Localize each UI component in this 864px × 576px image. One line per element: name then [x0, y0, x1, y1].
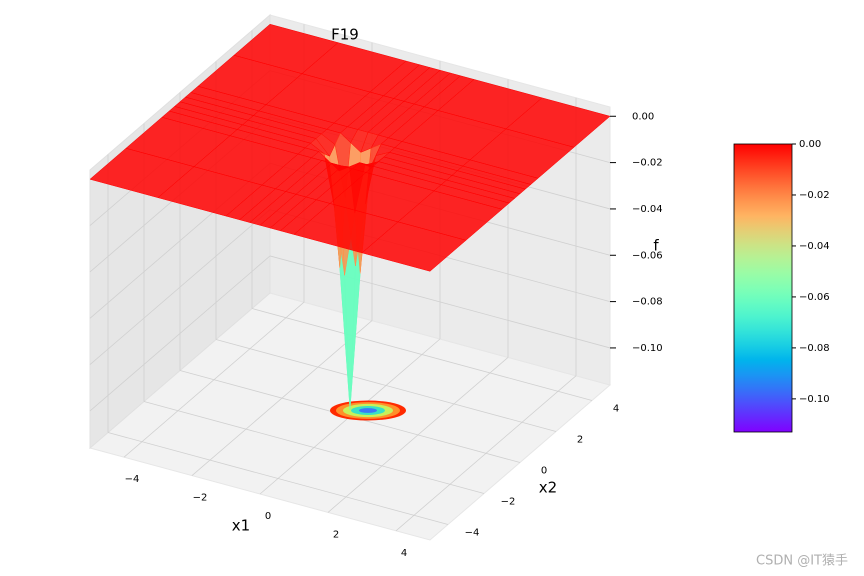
y-tick-label: −2	[501, 497, 516, 508]
x-tick-label: 2	[333, 529, 339, 540]
grid-line	[89, 255, 271, 412]
colorbar-tick-label: 0.00	[799, 139, 821, 150]
surface	[89, 23, 611, 410]
z-axis-label: f	[653, 237, 659, 255]
grid-line	[107, 432, 449, 525]
x-tick-label: 0	[265, 511, 271, 522]
x-tick-label: −2	[193, 493, 208, 504]
x-tick-label: −4	[125, 474, 140, 485]
watermark: CSDN @IT猿手	[756, 554, 848, 569]
colorbar-tick-label: −0.04	[799, 241, 830, 252]
z-tick-label: −0.06	[632, 250, 663, 261]
y-tick-label: −4	[465, 528, 480, 539]
z-tick-label: −0.08	[632, 297, 663, 308]
z-tick-label: −0.10	[632, 343, 663, 354]
x-tick-label: 4	[401, 548, 407, 559]
chart-title: F19	[331, 26, 359, 44]
z-tick-label: 0.00	[632, 111, 654, 122]
floor-contour	[359, 408, 377, 413]
colorbar-tick-label: −0.10	[799, 394, 830, 405]
surface-patch	[361, 221, 467, 272]
grid-line	[269, 255, 611, 349]
y-tick-label: 0	[541, 466, 547, 477]
y-axis-label: x2	[539, 479, 557, 497]
y-tick-label: 2	[577, 435, 583, 446]
grid-line	[143, 401, 485, 494]
grid-line	[251, 308, 593, 401]
colorbar-tick-label: −0.06	[799, 292, 830, 303]
z-tick-label: −0.04	[632, 204, 663, 215]
grid-line	[89, 209, 271, 365]
z-tick-label: −0.02	[632, 158, 663, 169]
colorbar-tick-label: −0.02	[799, 190, 830, 201]
colorbar	[733, 143, 793, 433]
colorbar-tick-label: −0.08	[799, 343, 830, 354]
y-tick-label: 4	[613, 404, 619, 415]
grid-line	[215, 339, 557, 432]
x-axis-label: x1	[232, 517, 250, 535]
